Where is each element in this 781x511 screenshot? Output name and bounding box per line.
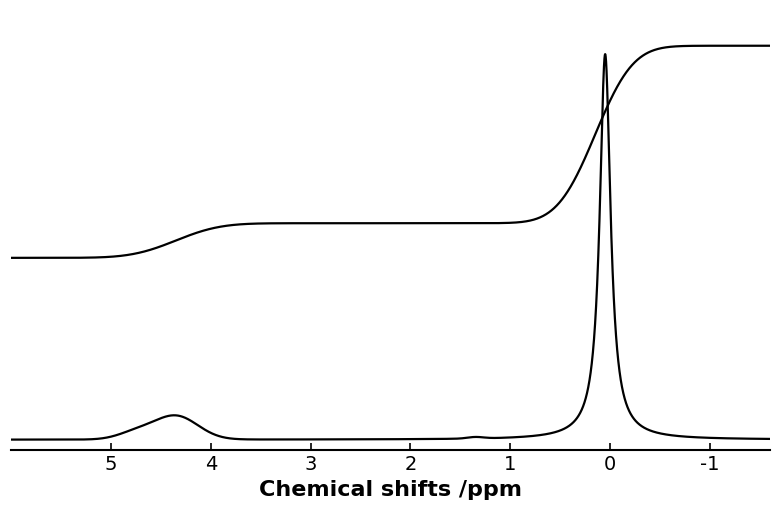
X-axis label: Chemical shifts /ppm: Chemical shifts /ppm (259, 480, 522, 500)
